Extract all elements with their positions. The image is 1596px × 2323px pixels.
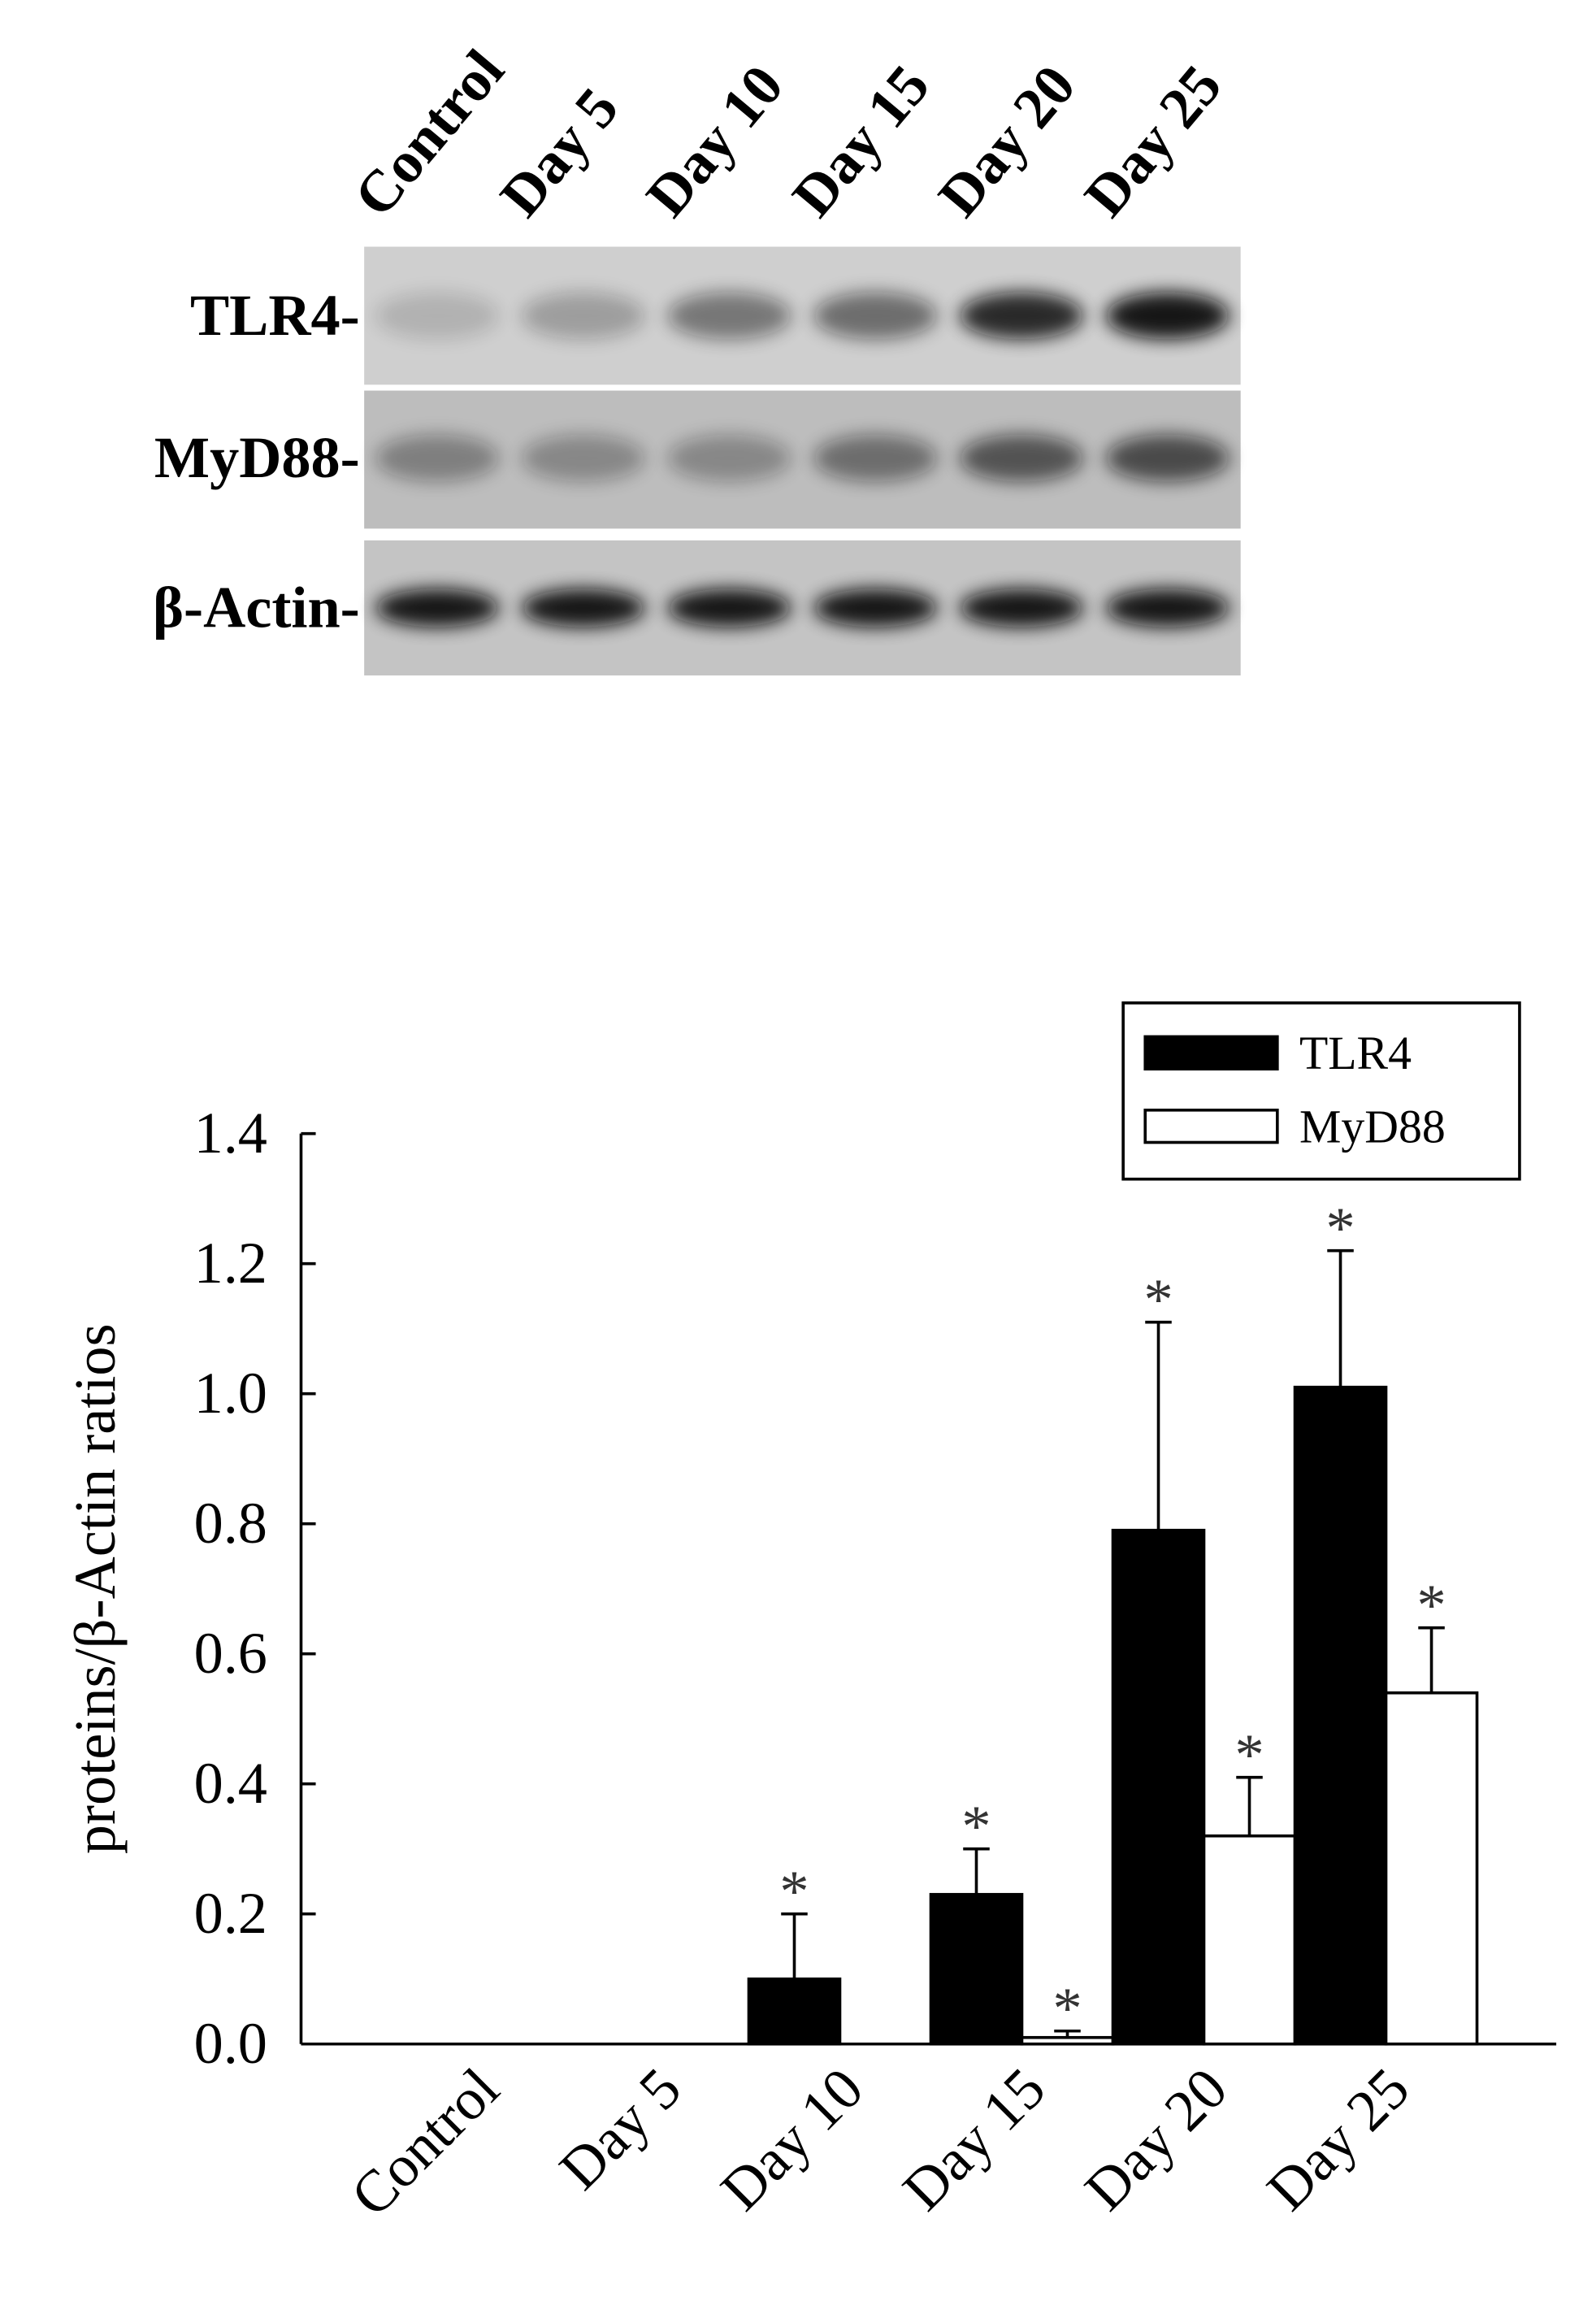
bar bbox=[1202, 1834, 1297, 2046]
x-tick-label: Day 15 bbox=[891, 2056, 1058, 2223]
row-label: MyD88- bbox=[154, 425, 360, 490]
legend-label: TLR4 bbox=[1299, 1027, 1412, 1079]
error-bar bbox=[1418, 1626, 1445, 1693]
y-axis-label: proteins/β-Actin ratios bbox=[63, 1323, 128, 1854]
x-tick-label: Day 20 bbox=[1073, 2056, 1240, 2223]
blot-band bbox=[521, 588, 645, 627]
blot-band bbox=[813, 434, 938, 482]
bar bbox=[747, 1977, 842, 2046]
x-tick-label: Day 10 bbox=[709, 2056, 876, 2223]
x-tick-label: Day 5 bbox=[547, 2056, 693, 2202]
blot-strip bbox=[364, 390, 1241, 529]
significance-mark: * bbox=[961, 1794, 991, 1859]
error-bar bbox=[1327, 1248, 1354, 1387]
lane-label: Day 20 bbox=[926, 53, 1087, 228]
blot-band bbox=[521, 434, 645, 482]
error-bar bbox=[1145, 1320, 1172, 1531]
error-bar bbox=[781, 1912, 808, 1979]
blot-band bbox=[1105, 434, 1230, 482]
y-tick-label: 0.4 bbox=[194, 1751, 267, 1816]
blot-band bbox=[960, 588, 1083, 627]
y-tick-label: 0.8 bbox=[194, 1491, 267, 1556]
blot-band bbox=[1105, 588, 1230, 627]
blot-band bbox=[375, 434, 499, 482]
significance-mark: * bbox=[1052, 1976, 1082, 2041]
lane-label: Day 5 bbox=[488, 76, 631, 228]
y-tick-label: 0.2 bbox=[194, 1881, 267, 1946]
y-tick-label: 1.0 bbox=[194, 1361, 267, 1426]
bar bbox=[1293, 1385, 1388, 2046]
y-tick-label: 1.2 bbox=[194, 1231, 267, 1296]
significance-mark: * bbox=[1234, 1722, 1264, 1787]
error-bar bbox=[963, 1847, 990, 1895]
y-tick-label: 0.0 bbox=[194, 2011, 267, 2076]
legend-label: MyD88 bbox=[1299, 1101, 1446, 1153]
lane-label: Control bbox=[341, 37, 516, 228]
x-tick-label: Day 25 bbox=[1255, 2056, 1422, 2223]
lane-label: Day 15 bbox=[780, 53, 942, 228]
lane-label: Day 25 bbox=[1072, 53, 1234, 228]
y-tick-label: 0.6 bbox=[194, 1621, 267, 1686]
significance-mark: * bbox=[1416, 1573, 1446, 1638]
blot-band bbox=[667, 292, 791, 340]
legend-swatch bbox=[1143, 1108, 1279, 1144]
row-label: β-Actin- bbox=[153, 575, 360, 640]
blot-band bbox=[375, 292, 499, 340]
bar bbox=[1384, 1691, 1479, 2046]
blot-band bbox=[960, 292, 1083, 340]
blot-band bbox=[1105, 292, 1230, 340]
blot-strip bbox=[364, 540, 1241, 676]
blot-strip bbox=[364, 246, 1241, 385]
blot-band bbox=[813, 588, 938, 627]
y-tick-label: 1.4 bbox=[194, 1101, 267, 1166]
bar-chart: 0.0 0.2 0.4 0.6 0.8 1.0 1.2 1.4 proteins/β-Actin… bbox=[63, 1001, 1557, 2229]
blot-band bbox=[667, 588, 791, 627]
bar bbox=[929, 1892, 1024, 2046]
error-bar bbox=[1054, 2029, 1081, 2038]
blot-band bbox=[667, 434, 791, 482]
blot-band bbox=[375, 588, 499, 627]
blot-band bbox=[960, 434, 1083, 482]
legend-swatch bbox=[1143, 1035, 1279, 1070]
significance-mark: * bbox=[1325, 1196, 1355, 1261]
blot-band bbox=[813, 292, 938, 340]
bar bbox=[1111, 1528, 1206, 2046]
significance-mark: * bbox=[1143, 1267, 1173, 1332]
blot-band bbox=[521, 292, 645, 340]
significance-mark: * bbox=[779, 1859, 809, 1924]
error-bar bbox=[1236, 1775, 1263, 1836]
row-label: TLR4- bbox=[190, 283, 360, 348]
legend-box bbox=[1121, 1001, 1521, 1181]
lane-label: Day 10 bbox=[634, 53, 796, 228]
x-tick-label: Control bbox=[339, 2056, 512, 2229]
